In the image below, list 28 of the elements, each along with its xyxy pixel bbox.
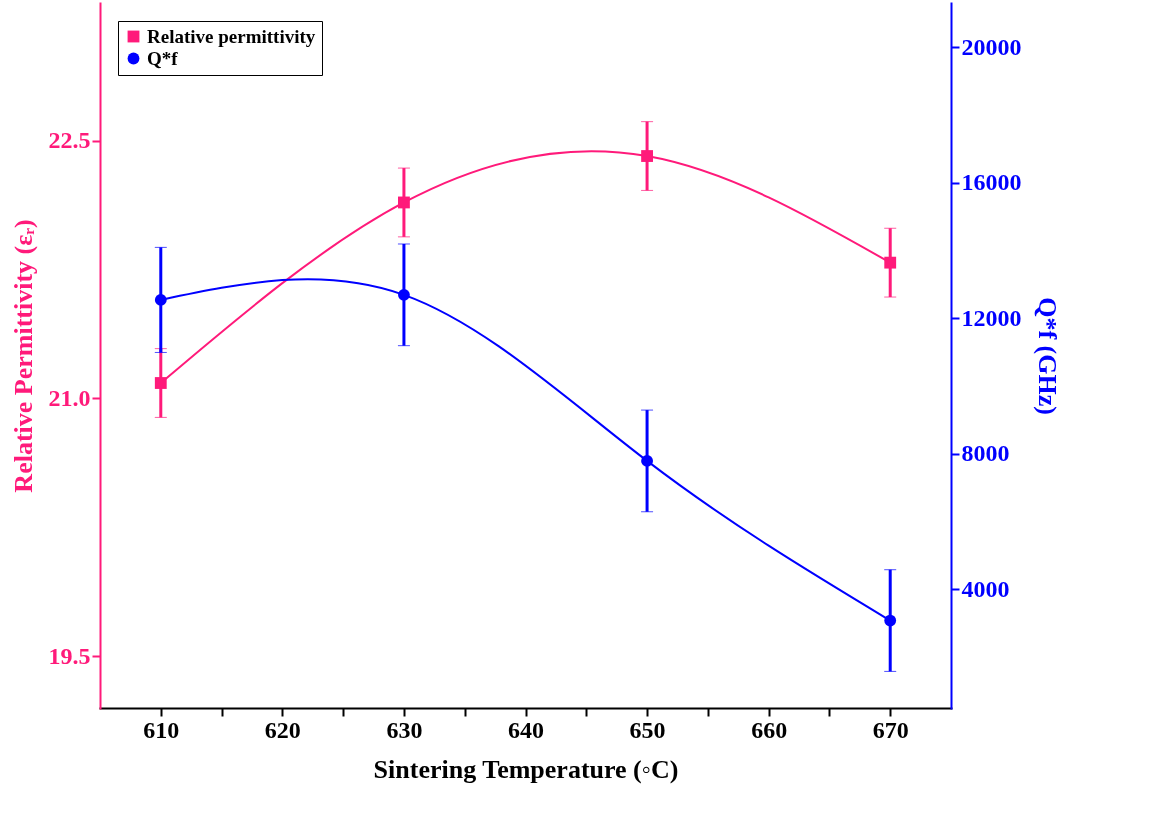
point: [398, 288, 410, 301]
point: [398, 196, 410, 209]
point: [641, 455, 653, 467]
y2-axis-title: Q*f (GHz): [1032, 297, 1062, 415]
y2-tick-label: 16000: [961, 169, 1022, 196]
point: [154, 294, 167, 306]
point: [641, 150, 653, 162]
y2-tick-label: 8000: [961, 440, 1010, 467]
point: [154, 377, 167, 389]
x-tick-label: 660: [751, 716, 788, 743]
legend-label: Relative permittivity: [147, 25, 316, 47]
x-tick-label: 670: [872, 716, 909, 743]
y-tick-label: 22.5: [48, 127, 91, 154]
x-tick-label: 640: [508, 716, 544, 743]
legend-label: Q*f: [147, 47, 179, 69]
x-tick-label: 620: [264, 716, 301, 743]
y2-tick-label: 20000: [961, 33, 1022, 60]
y-axis-title: Relative Permittivity (εᵣ): [8, 219, 38, 493]
x-tick-label: 650: [629, 716, 666, 743]
y2-tick-label: 12000: [961, 304, 1022, 331]
x-tick-label: 610: [143, 716, 180, 743]
point: [884, 256, 897, 269]
y2-tick-label: 4000: [961, 575, 1010, 602]
y-tick-label: 19.5: [48, 642, 91, 669]
x-tick-label: 630: [386, 716, 423, 743]
x-axis-title: Sintering Temperature (◦C): [373, 754, 679, 784]
y-tick-label: 21.0: [48, 384, 91, 411]
point: [884, 614, 897, 627]
